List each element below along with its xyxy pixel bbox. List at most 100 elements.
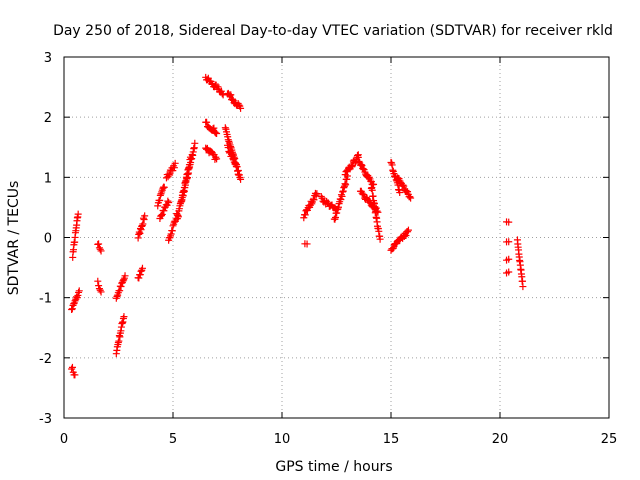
x-tick-label: 10: [274, 432, 291, 447]
data-point: [97, 288, 105, 296]
data-point: [365, 173, 373, 181]
data-point: [353, 152, 361, 160]
data-point: [389, 244, 397, 252]
x-tick-label: 5: [169, 432, 177, 447]
data-point: [342, 168, 350, 176]
x-tick-label: 25: [601, 432, 618, 447]
data-point: [70, 300, 78, 308]
data-point: [505, 255, 513, 263]
data-point: [376, 235, 384, 243]
data-point: [237, 104, 245, 112]
data-point: [174, 213, 182, 221]
data-point: [95, 240, 103, 248]
data-point: [310, 196, 318, 204]
data-point: [113, 292, 121, 300]
data-point: [72, 293, 80, 301]
y-tick-label: -3: [39, 412, 52, 427]
data-point: [227, 91, 235, 99]
data-point: [136, 271, 144, 279]
data-point: [229, 155, 237, 163]
data-point: [165, 170, 173, 178]
data-point: [170, 164, 178, 172]
y-tick-label: -2: [39, 352, 52, 367]
data-point: [358, 189, 366, 197]
data-point: [341, 171, 349, 179]
data-point: [96, 245, 104, 253]
y-tick-label: -1: [39, 292, 52, 307]
y-axis-label: SDTVAR / TECUs: [6, 181, 22, 296]
data-point: [228, 95, 236, 103]
data-point: [68, 306, 76, 314]
data-point: [354, 153, 362, 161]
y-tick-label: 2: [44, 111, 52, 126]
data-point: [235, 101, 243, 109]
data-point: [389, 245, 397, 253]
data-point: [120, 276, 128, 284]
data-point: [167, 230, 175, 238]
data-point: [95, 282, 103, 290]
data-point: [219, 91, 227, 99]
data-point: [407, 194, 415, 202]
data-point: [505, 218, 513, 226]
data-point: [171, 159, 179, 167]
data-point: [203, 118, 211, 126]
data-point: [191, 139, 199, 147]
data-point: [71, 371, 79, 379]
data-point: [213, 155, 221, 163]
data-point: [166, 171, 174, 179]
data-point: [224, 144, 232, 152]
data-point: [396, 189, 404, 197]
data-point: [301, 211, 309, 219]
data-point: [117, 283, 125, 291]
data-point: [74, 210, 82, 218]
data-point: [160, 207, 168, 215]
data-point: [154, 202, 162, 210]
data-point: [138, 264, 146, 272]
data-point: [519, 283, 527, 291]
y-tick-label: 3: [44, 51, 52, 66]
data-point: [120, 313, 128, 321]
data-point: [400, 182, 408, 190]
data-point: [96, 286, 104, 294]
data-point: [135, 274, 143, 282]
data-point: [95, 285, 103, 293]
data-point: [400, 233, 408, 241]
data-point: [505, 268, 513, 276]
data-point: [358, 161, 366, 169]
data-point: [313, 190, 321, 198]
data-point: [303, 240, 311, 248]
data-point: [164, 197, 172, 205]
data-point: [95, 244, 103, 252]
data-point: [68, 363, 76, 371]
x-tick-label: 15: [383, 432, 400, 447]
data-point: [210, 124, 218, 132]
data-point: [74, 291, 82, 299]
data-point: [404, 226, 412, 234]
data-point: [359, 165, 367, 173]
x-axis-label: GPS time / hours: [275, 459, 392, 475]
data-points: [68, 73, 527, 379]
data-point: [160, 183, 168, 191]
data-point: [68, 305, 76, 313]
data-point: [158, 210, 166, 218]
data-point: [165, 199, 173, 207]
data-point: [505, 238, 513, 246]
data-point: [75, 287, 83, 295]
data-point: [357, 161, 365, 169]
data-point: [156, 191, 164, 199]
data-point: [348, 163, 356, 171]
data-point: [75, 288, 83, 296]
data-point: [399, 181, 407, 189]
data-point: [169, 222, 177, 230]
data-point: [212, 153, 220, 161]
data-point: [234, 167, 242, 175]
x-axis: 0 5 10 15 20 25: [60, 57, 617, 447]
data-point: [159, 184, 167, 192]
data-point: [404, 228, 412, 236]
data-point: [97, 247, 105, 255]
data-point: [402, 231, 410, 239]
x-tick-label: 20: [492, 432, 509, 447]
data-point: [312, 191, 320, 199]
data-point: [406, 193, 414, 201]
